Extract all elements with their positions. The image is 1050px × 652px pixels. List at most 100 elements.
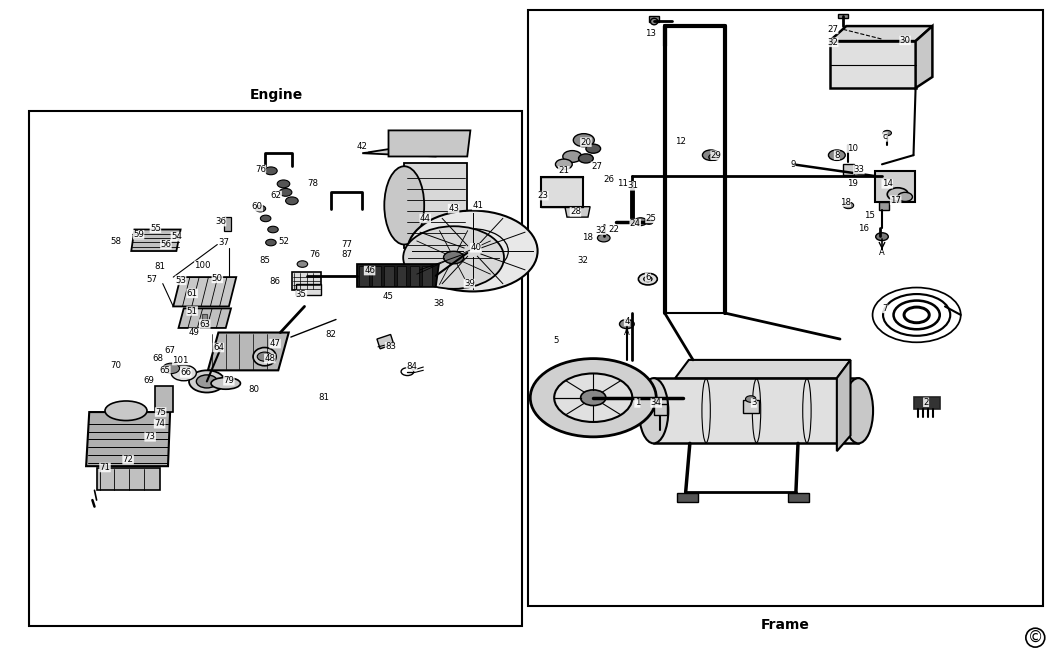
Bar [830,41,916,88]
Text: 78: 78 [308,179,318,188]
Polygon shape [178,308,231,328]
Bar [359,266,369,286]
Text: 83: 83 [385,342,396,351]
Circle shape [286,197,298,205]
Bar [677,493,698,502]
Polygon shape [377,334,394,349]
Circle shape [403,226,504,289]
Bar [296,284,321,295]
Text: ©: © [1028,630,1043,645]
Circle shape [555,159,572,170]
Circle shape [554,374,632,422]
Text: 66: 66 [181,368,191,378]
Text: 15: 15 [864,211,875,220]
Bar [384,266,394,286]
Text: 7: 7 [882,304,888,313]
Text: 65: 65 [160,366,170,375]
Bar [397,266,406,286]
Circle shape [196,375,217,388]
Ellipse shape [638,378,668,443]
Text: 9: 9 [790,160,796,169]
Circle shape [171,365,196,381]
Bar [879,202,889,210]
Text: 87: 87 [341,250,352,259]
Text: 44: 44 [420,214,430,223]
Circle shape [279,188,292,196]
Text: 18: 18 [840,198,850,207]
Ellipse shape [211,378,240,389]
Text: 39: 39 [464,279,475,288]
Text: 4: 4 [624,317,630,326]
Ellipse shape [189,370,225,393]
Bar [653,378,858,443]
Circle shape [887,188,908,201]
Circle shape [265,167,277,175]
Text: 35: 35 [296,290,307,299]
Circle shape [702,150,719,160]
Text: A: A [879,248,885,257]
Text: 43: 43 [448,204,459,213]
Text: 32: 32 [827,38,838,47]
Text: 82: 82 [326,330,336,339]
Circle shape [407,211,538,291]
Circle shape [876,233,888,241]
Bar [29,111,522,626]
Text: 30: 30 [900,36,910,45]
Circle shape [620,319,634,329]
Circle shape [268,226,278,233]
Bar [422,266,432,286]
Text: 13: 13 [646,29,656,38]
Text: 5: 5 [553,336,560,345]
Bar [202,314,207,327]
Text: 59: 59 [133,230,144,239]
Circle shape [586,144,601,153]
Text: 12: 12 [675,137,686,146]
Circle shape [266,239,276,246]
Text: 42: 42 [357,142,367,151]
Circle shape [297,261,308,267]
Polygon shape [208,333,289,370]
Circle shape [579,154,593,163]
Text: 58: 58 [110,237,121,246]
Text: 16: 16 [858,224,868,233]
Polygon shape [362,147,467,156]
Text: 56: 56 [161,240,171,249]
Bar [788,493,808,502]
Polygon shape [565,207,590,217]
Text: 81: 81 [154,261,165,271]
Text: 27: 27 [591,162,602,171]
Text: 74: 74 [154,419,165,428]
Text: 71: 71 [100,463,110,472]
Ellipse shape [105,401,147,421]
Bar [875,171,915,202]
Text: 40: 40 [470,243,481,252]
Circle shape [463,245,482,257]
Polygon shape [388,130,470,156]
Text: 32: 32 [595,226,606,235]
Text: 25: 25 [646,214,656,223]
Text: 27: 27 [827,25,838,34]
Text: 100: 100 [194,261,211,270]
Text: 10: 10 [847,143,858,153]
Text: 49: 49 [189,328,200,337]
Text: 76: 76 [255,165,266,174]
Text: 70: 70 [110,361,121,370]
Text: 14: 14 [882,179,892,188]
Text: 8: 8 [834,151,840,160]
Bar [743,400,759,413]
Text: 77: 77 [341,240,352,249]
Text: 31: 31 [628,181,638,190]
Text: 34: 34 [651,398,662,408]
Text: 32: 32 [578,256,588,265]
Bar [528,10,1043,606]
Text: 69: 69 [144,376,154,385]
Text: 24: 24 [630,219,640,228]
Text: 72: 72 [123,455,133,464]
Circle shape [163,363,180,374]
Circle shape [581,390,606,406]
Circle shape [443,251,464,264]
Bar [843,164,854,175]
Ellipse shape [844,378,874,443]
Text: 73: 73 [145,432,155,441]
Bar [292,272,321,290]
